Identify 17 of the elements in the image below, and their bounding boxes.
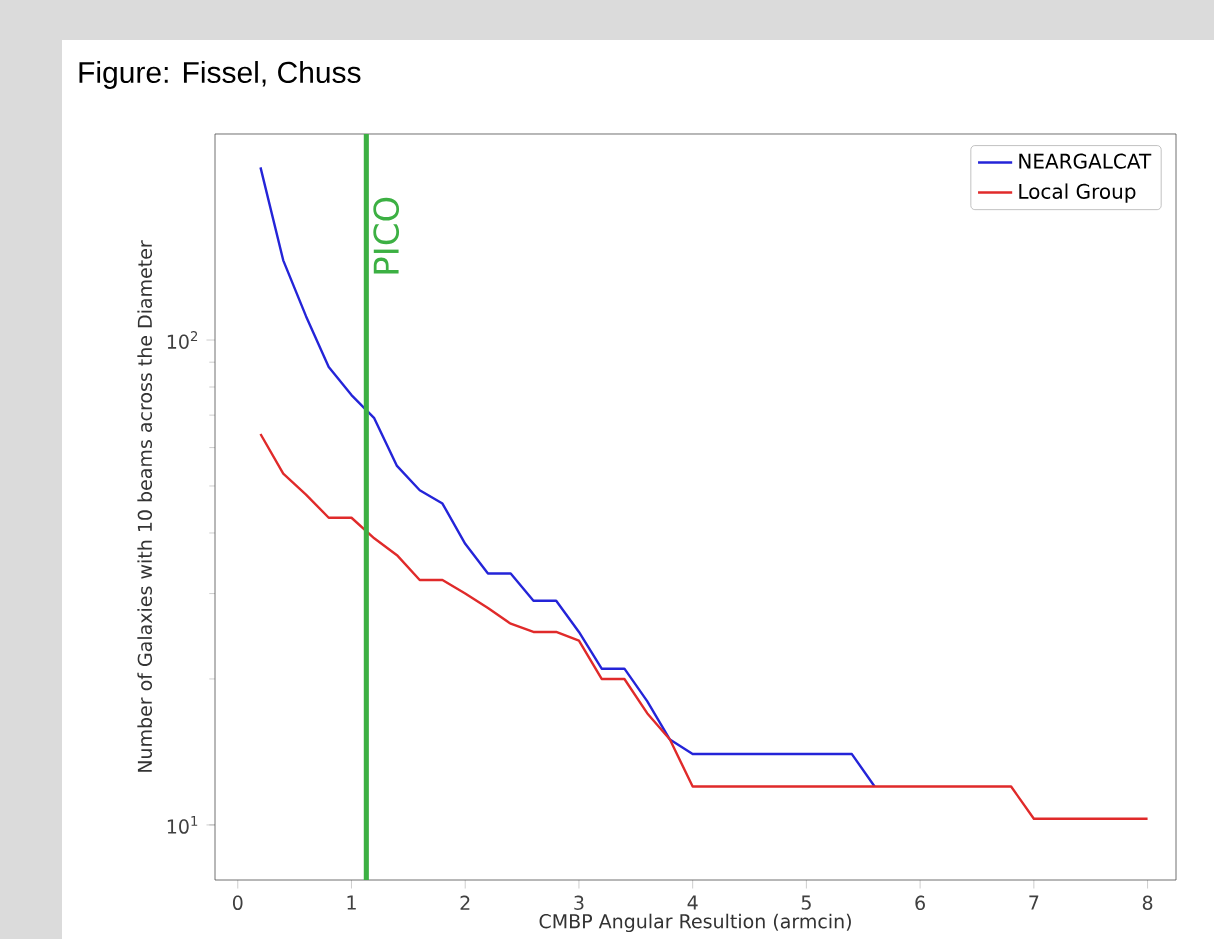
- x-tick-label: 7: [1029, 895, 1039, 910]
- legend-label: Local Group: [1019, 183, 1136, 203]
- x-tick-label: 3: [574, 895, 584, 910]
- x-tick-label: 1: [347, 895, 356, 910]
- x-tick-label: 6: [915, 895, 925, 910]
- x-axis-title: CMBP Angular Resultion (armcin): [539, 913, 851, 933]
- text: Figure: Fissel, Chuss: [79, 61, 361, 89]
- x-tick-label: 2: [460, 895, 470, 910]
- x-tick-label: 0: [232, 895, 243, 910]
- legend-label: NEARGALCAT: [1019, 153, 1152, 169]
- y-tick-label: 10$^{2}$: [167, 331, 198, 349]
- ref-line-label: PICO: [373, 197, 400, 274]
- y-axis-title: Number of Galaxies with 10 beams across the Diameter: [137, 240, 153, 772]
- y-tick-label: 10$^{1}$: [167, 816, 198, 834]
- x-tick-label: 4: [687, 895, 698, 910]
- x-tick-label: 5: [801, 895, 811, 910]
- x-tick-label: 8: [1142, 895, 1153, 910]
